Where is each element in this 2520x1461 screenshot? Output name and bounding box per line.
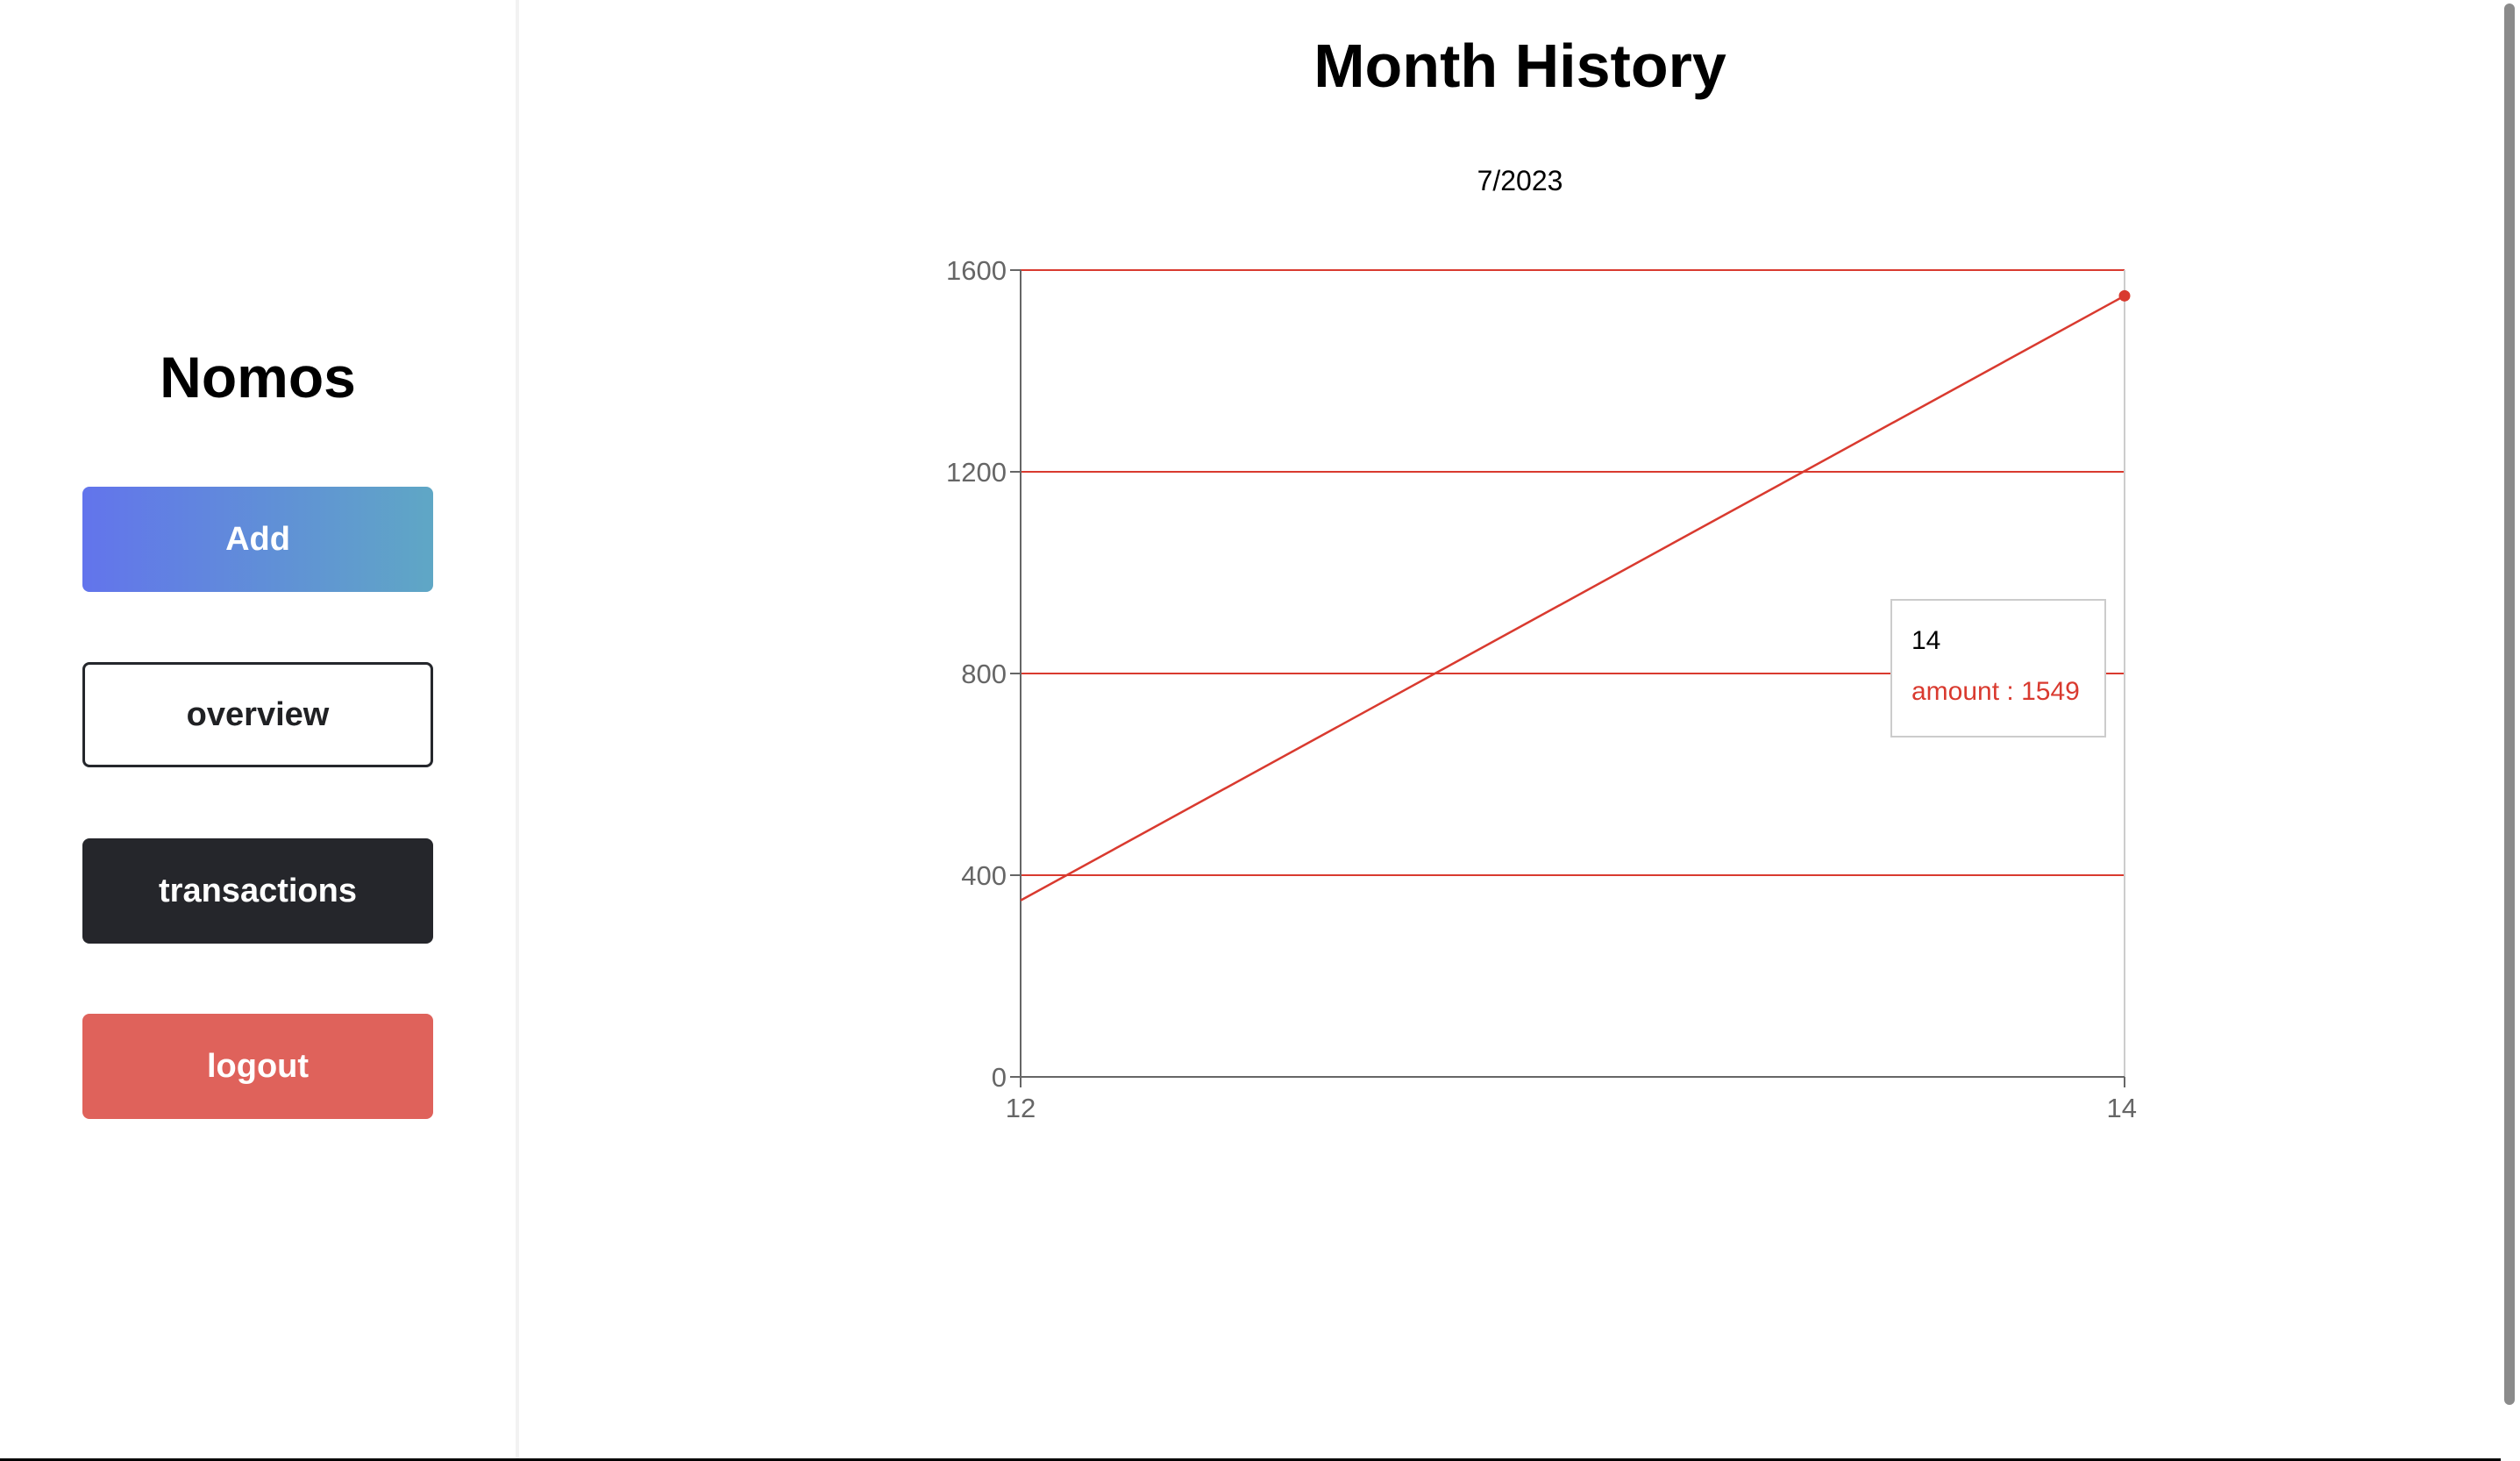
y-tick-label: 1200 [946,457,1007,488]
y-tick-label: 800 [961,659,1007,689]
bottom-border [0,1458,2501,1461]
logout-button[interactable]: logout [82,1014,433,1119]
x-tick-label: 12 [1006,1093,1036,1123]
y-tick-label: 400 [961,860,1007,891]
chart-tooltip: 14 amount : 1549 [1890,599,2106,738]
active-data-point [2118,289,2131,302]
overview-button[interactable]: overview [82,662,433,767]
transactions-button[interactable]: transactions [82,838,433,944]
y-tick-label: 1600 [946,255,1007,286]
page-title: Month History [1313,32,1726,100]
y-tick-label: 0 [992,1062,1007,1093]
brand-title: Nomos [160,345,356,410]
tooltip-value: amount : 1549 [1911,677,2080,706]
scrollbar-thumb[interactable] [2504,4,2515,1405]
series-line-amount [1020,295,2125,902]
tooltip-label: 14 [1911,626,1941,655]
chart-month-label: 7/2023 [1477,165,1563,196]
x-tick-label: 14 [2107,1093,2137,1123]
add-button[interactable]: Add [82,487,433,592]
sidebar: Nomos Add overview transactions logout [0,0,519,1459]
